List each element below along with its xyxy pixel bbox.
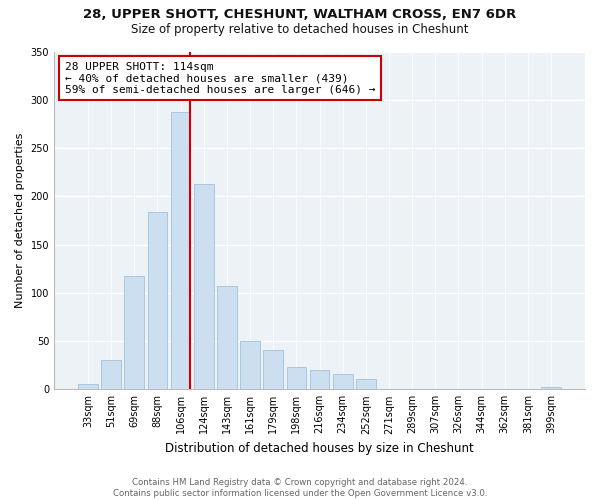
Bar (78, 384, 98, 390)
Bar (541, 388, 561, 390)
Bar (287, 367, 306, 390)
Bar (263, 350, 283, 390)
Bar (148, 212, 167, 390)
Y-axis label: Number of detached properties: Number of detached properties (15, 132, 25, 308)
Bar (101, 360, 121, 390)
Text: 28 UPPER SHOTT: 114sqm
← 40% of detached houses are smaller (439)
59% of semi-de: 28 UPPER SHOTT: 114sqm ← 40% of detached… (65, 62, 375, 95)
Bar (310, 370, 329, 390)
Bar (333, 374, 353, 390)
Bar (240, 341, 260, 390)
Text: Contains HM Land Registry data © Crown copyright and database right 2024.
Contai: Contains HM Land Registry data © Crown c… (113, 478, 487, 498)
Bar (194, 184, 214, 390)
X-axis label: Distribution of detached houses by size in Cheshunt: Distribution of detached houses by size … (165, 442, 474, 455)
Text: 28, UPPER SHOTT, CHESHUNT, WALTHAM CROSS, EN7 6DR: 28, UPPER SHOTT, CHESHUNT, WALTHAM CROSS… (83, 8, 517, 20)
Bar (171, 112, 190, 390)
Bar (356, 378, 376, 390)
Text: Size of property relative to detached houses in Cheshunt: Size of property relative to detached ho… (131, 22, 469, 36)
Bar (124, 276, 144, 390)
Bar (217, 286, 237, 390)
